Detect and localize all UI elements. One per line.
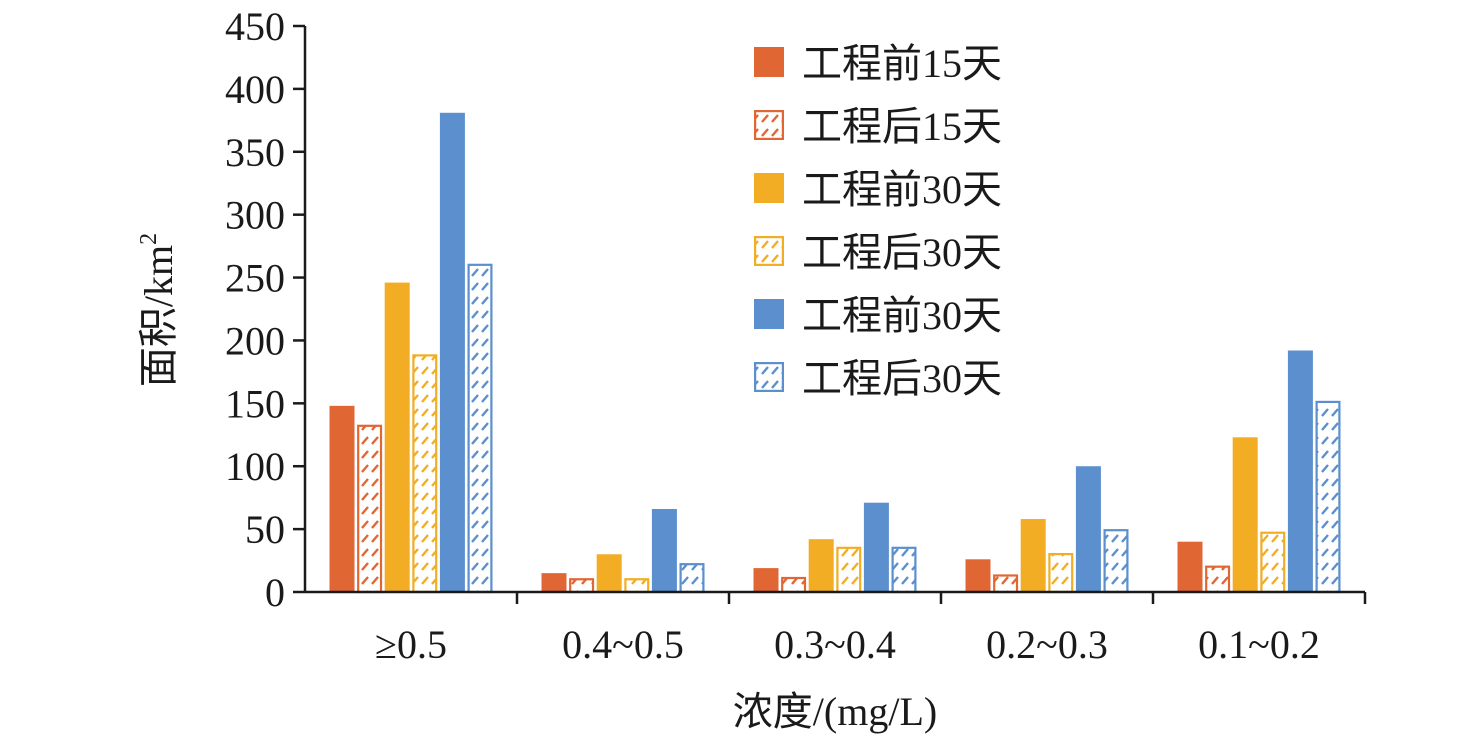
bar-6-4 [1103,529,1129,594]
y-tick-label-3: 150 [225,381,285,426]
x-axis-title: 浓度/(mg/L) [733,689,937,734]
x-category-labels: ≥0.5 0.4~0.5 0.3~0.4 0.2~0.3 0.1~0.2 [375,622,1320,667]
bars-layer [329,112,1341,594]
y-tick-label-4: 200 [225,318,285,363]
legend-item-3: 工程前30天 [754,167,1002,212]
bar-3-4 [1020,519,1046,592]
bar-4-4 [1048,553,1074,594]
y-tick-labels: 0 50 100 150 200 250 300 350 400 450 [225,4,285,615]
bar-2-4 [993,574,1019,594]
x-category-label-5: 0.1~0.2 [1198,622,1320,667]
bar-6-3 [891,546,917,594]
bar-2-5 [1205,565,1231,594]
y-axis-title-superscript: 2 [136,233,162,245]
legend-label-5: 工程前30天 [802,293,1002,338]
bar-3-1 [384,282,410,592]
x-category-label-2: 0.4~0.5 [562,622,684,667]
bar-5-3 [863,502,889,592]
y-axis-title-text: 面积/km [136,245,181,387]
x-category-label-4: 0.2~0.3 [986,622,1108,667]
y-axis-title: 面积/km2 [136,233,181,387]
legend-item-5: 工程前30天 [754,293,1002,338]
bar-4-1 [412,354,438,594]
bar-1-4 [965,559,991,592]
y-tick-label-2: 100 [225,444,285,489]
legend-item-6: 工程后30天 [753,356,1002,401]
legend-label-6: 工程后30天 [802,356,1002,401]
bar-4-5 [1260,531,1286,594]
legend-swatch-1 [754,47,784,77]
bar-1-2 [541,573,567,592]
legend-item-4: 工程后30天 [753,230,1002,275]
y-tick-label-6: 300 [225,193,285,238]
bar-3-3 [808,539,834,592]
legend-swatch-6 [753,362,784,393]
y-tick-label-9: 450 [225,4,285,49]
legend-label-2: 工程后15天 [802,104,1002,149]
y-tick-label-5: 250 [225,256,285,301]
bar-4-3 [836,546,862,594]
legend-item-1: 工程前15天 [754,41,1002,86]
bar-1-5 [1177,541,1203,592]
bar-4-2 [624,578,650,594]
x-category-label-1: ≥0.5 [375,622,447,667]
bar-5-1 [439,112,465,592]
bar-5-2 [651,508,677,592]
bar-1-1 [329,405,355,592]
axes-layer [293,24,1367,604]
bar-2-3 [781,576,807,594]
bar-2-1 [357,424,383,594]
legend-swatch-4 [753,236,784,267]
legend-item-2: 工程后15天 [753,104,1002,149]
y-tick-label-0: 0 [265,570,285,615]
x-category-label-3: 0.3~0.4 [774,622,896,667]
bar-6-1 [467,263,493,594]
bar-1-3 [753,568,779,592]
y-tick-label-7: 350 [225,130,285,175]
legend-label-1: 工程前15天 [802,41,1002,86]
bar-5-4 [1075,466,1101,592]
bar-3-5 [1232,437,1258,592]
y-tick-label-8: 400 [225,67,285,112]
legend-swatch-3 [754,173,784,203]
bar-6-5 [1315,400,1341,594]
bar-2-2 [569,578,595,594]
legend-swatch-2 [753,109,784,140]
y-tick-label-1: 50 [245,507,285,552]
bar-3-2 [596,554,622,592]
bar-6-2 [679,563,705,594]
bar-5-5 [1287,350,1313,592]
legend-swatch-5 [754,299,784,329]
legend-label-3: 工程前30天 [802,167,1002,212]
legend-label-4: 工程后30天 [802,230,1002,275]
